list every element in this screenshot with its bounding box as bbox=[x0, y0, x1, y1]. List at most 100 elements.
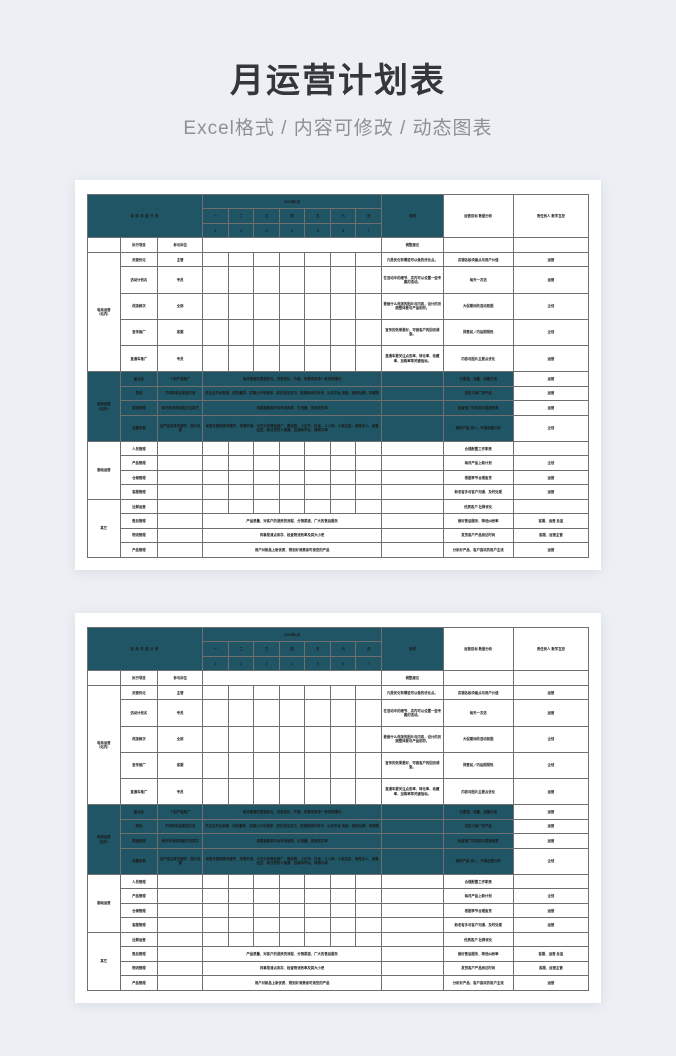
row-owner[interactable]: 客服、运营 总监 bbox=[512, 513, 590, 529]
row-project[interactable]: 社群运营 bbox=[119, 498, 159, 515]
daynum-5[interactable]: 6 bbox=[329, 655, 357, 672]
row-project[interactable]: 客服管理 bbox=[119, 917, 159, 933]
row-role[interactable] bbox=[157, 873, 204, 890]
row-project[interactable]: 页面优化 bbox=[119, 251, 159, 268]
row-goal[interactable]: 预售前／内后期预热 bbox=[442, 751, 514, 780]
day-cell-5[interactable] bbox=[329, 318, 357, 347]
day-cell-1[interactable] bbox=[227, 469, 255, 486]
day-cell-6[interactable] bbox=[355, 345, 383, 373]
day-cell-4[interactable] bbox=[304, 292, 331, 320]
row-note[interactable] bbox=[381, 400, 444, 416]
row-owner[interactable]: 运营 bbox=[512, 684, 590, 701]
day-cell-4[interactable] bbox=[304, 684, 331, 701]
weekday-0[interactable]: 一 bbox=[202, 208, 229, 224]
row-note[interactable]: 要做什么改版的图片与内容，设计的页面整体要与产品相符。 bbox=[381, 292, 444, 320]
row-note[interactable] bbox=[381, 917, 444, 933]
row-project[interactable]: 售后管理 bbox=[119, 513, 159, 529]
row-project[interactable]: 仓储管理 bbox=[119, 469, 159, 486]
row-owner[interactable]: 运营 bbox=[512, 902, 590, 919]
day-cell-0[interactable] bbox=[202, 251, 229, 268]
day-cell-5[interactable] bbox=[329, 751, 357, 780]
table-row[interactable]: 电商运营 （站内） 页面优化 主管 凡是优化有哪些可以做的优化点。 店铺各板块看点与用户价… bbox=[87, 684, 590, 806]
day-cell-5[interactable] bbox=[329, 440, 357, 457]
day-cell-0[interactable] bbox=[202, 684, 229, 701]
row-project[interactable]: 社群运营 bbox=[119, 931, 159, 948]
row-note[interactable] bbox=[381, 975, 444, 991]
row-project[interactable]: 策划 bbox=[119, 818, 159, 835]
row-project[interactable]: 宣传推广 bbox=[119, 751, 159, 780]
row-owner[interactable]: 运营 bbox=[512, 699, 590, 727]
day-cell-1[interactable] bbox=[227, 484, 255, 500]
table-row[interactable]: 基础运营 人员管理 合理配置工作职责 bbox=[87, 440, 590, 500]
table-row[interactable]: 电商运营 （站外） 重点品 个别产品推广 每月要做的渠道优化、内容优化、外链、所属类目等… bbox=[87, 804, 590, 875]
row-role[interactable]: 全部 bbox=[157, 725, 204, 753]
day-cell-0[interactable] bbox=[202, 469, 229, 486]
weekday-5[interactable]: 六 bbox=[329, 208, 357, 224]
weekday-3[interactable]: 四 bbox=[278, 641, 306, 657]
table-row[interactable]: 产品管理 用户对新品上新优质、规划好消费者可接受的产品 分析好产品、客户喜欢的用户主… bbox=[88, 975, 590, 991]
day-cell-1[interactable] bbox=[227, 699, 255, 727]
row-goal[interactable]: 做好售后服务、降低纠纷率 bbox=[442, 946, 514, 962]
row-role[interactable] bbox=[157, 469, 204, 486]
weekday-6[interactable]: 日 bbox=[355, 641, 383, 657]
row-note[interactable] bbox=[381, 888, 444, 904]
day-cell-4[interactable] bbox=[304, 498, 331, 515]
row-role[interactable]: 专员 bbox=[157, 699, 204, 727]
row-role[interactable]: 专员 bbox=[157, 778, 204, 806]
table-row[interactable]: 直通车推广 专员 直通车要关注点击率、转化率、收藏率、加购率等关键指标。 内容与图片主… bbox=[88, 778, 590, 806]
goal-blank[interactable] bbox=[442, 237, 514, 253]
table-row[interactable]: 策划 不同阶段各渠道引流 关注各平台来源、浏览量等、店铺公众号推荐、或引流至自己、短… bbox=[88, 818, 590, 835]
month-label[interactable]: 2019年1月 bbox=[202, 193, 383, 210]
day-cell-1[interactable] bbox=[227, 292, 255, 320]
row-note[interactable] bbox=[381, 498, 444, 515]
table-row[interactable]: 物流管理 同事是清点库存、检查物流效率及其大小更 发货客户产品到达时间 客服、运营主管 bbox=[88, 960, 590, 977]
daynum-4[interactable]: 5 bbox=[304, 222, 331, 239]
day-cell-2[interactable] bbox=[253, 469, 280, 486]
day-cell-6[interactable] bbox=[355, 251, 383, 268]
day-cell-1[interactable] bbox=[227, 725, 255, 753]
row-goal[interactable]: 检查推广的内容与渠道效果 bbox=[442, 400, 514, 416]
section-label-0[interactable]: 电商运营 （站内） bbox=[87, 251, 121, 373]
plan-span[interactable] bbox=[202, 670, 383, 686]
day-cell-1[interactable] bbox=[227, 455, 255, 471]
row-goal[interactable]: 内容与图片主要点优化 bbox=[442, 778, 514, 806]
day-cell-2[interactable] bbox=[253, 699, 280, 727]
day-cell-6[interactable] bbox=[355, 778, 383, 806]
day-cell-5[interactable] bbox=[329, 778, 357, 806]
row-note[interactable] bbox=[381, 931, 444, 948]
row-note[interactable]: 在活动中的细节、店内可以设置一些专属的活动。 bbox=[381, 699, 444, 727]
row-role[interactable]: 不同阶段各渠道引流 bbox=[157, 385, 204, 402]
column-header-note[interactable]: 说明 bbox=[381, 193, 444, 239]
row-project[interactable]: 产品管理 bbox=[119, 542, 159, 558]
section-label-3[interactable]: 其它 bbox=[87, 931, 121, 992]
daynum-0[interactable]: 1 bbox=[202, 222, 229, 239]
row-role[interactable] bbox=[157, 975, 204, 991]
day-cell-5[interactable] bbox=[329, 251, 357, 268]
daynum-5[interactable]: 6 bbox=[329, 222, 357, 239]
day-cell-6[interactable] bbox=[355, 725, 383, 753]
subheader-role[interactable]: 参与岗位 bbox=[157, 237, 204, 253]
day-cell-2[interactable] bbox=[253, 725, 280, 753]
day-cell-0[interactable] bbox=[202, 266, 229, 294]
daynum-4[interactable]: 5 bbox=[304, 655, 331, 672]
daynum-1[interactable]: 2 bbox=[227, 222, 255, 239]
row-note[interactable] bbox=[381, 847, 444, 875]
section-label-2[interactable]: 基础运营 bbox=[87, 873, 121, 933]
day-cell-3[interactable] bbox=[278, 345, 306, 373]
row-goal[interactable]: 分析好产品、客户喜欢的用户主流 bbox=[442, 975, 514, 991]
day-cell-4[interactable] bbox=[304, 266, 331, 294]
weekday-4[interactable]: 五 bbox=[304, 208, 331, 224]
day-cell-6[interactable] bbox=[355, 917, 383, 933]
row-goal[interactable]: 自定义推广的产品 bbox=[442, 818, 514, 835]
row-owner[interactable]: 运营 bbox=[512, 251, 590, 268]
row-note[interactable]: 凡是优化有哪些可以做的优化点。 bbox=[381, 251, 444, 268]
row-owner[interactable]: 运营 bbox=[512, 371, 590, 387]
day-cell-2[interactable] bbox=[253, 888, 280, 904]
day-cell-6[interactable] bbox=[355, 266, 383, 294]
day-cell-3[interactable] bbox=[278, 498, 306, 515]
row-owner[interactable]: 运营 bbox=[512, 400, 590, 416]
row-role[interactable]: 每天导流简短图文及其它 bbox=[157, 400, 204, 416]
day-cell-2[interactable] bbox=[253, 455, 280, 471]
owner-blank[interactable] bbox=[512, 237, 590, 253]
row-role[interactable]: 每天导流简短图文及其它 bbox=[157, 833, 204, 849]
